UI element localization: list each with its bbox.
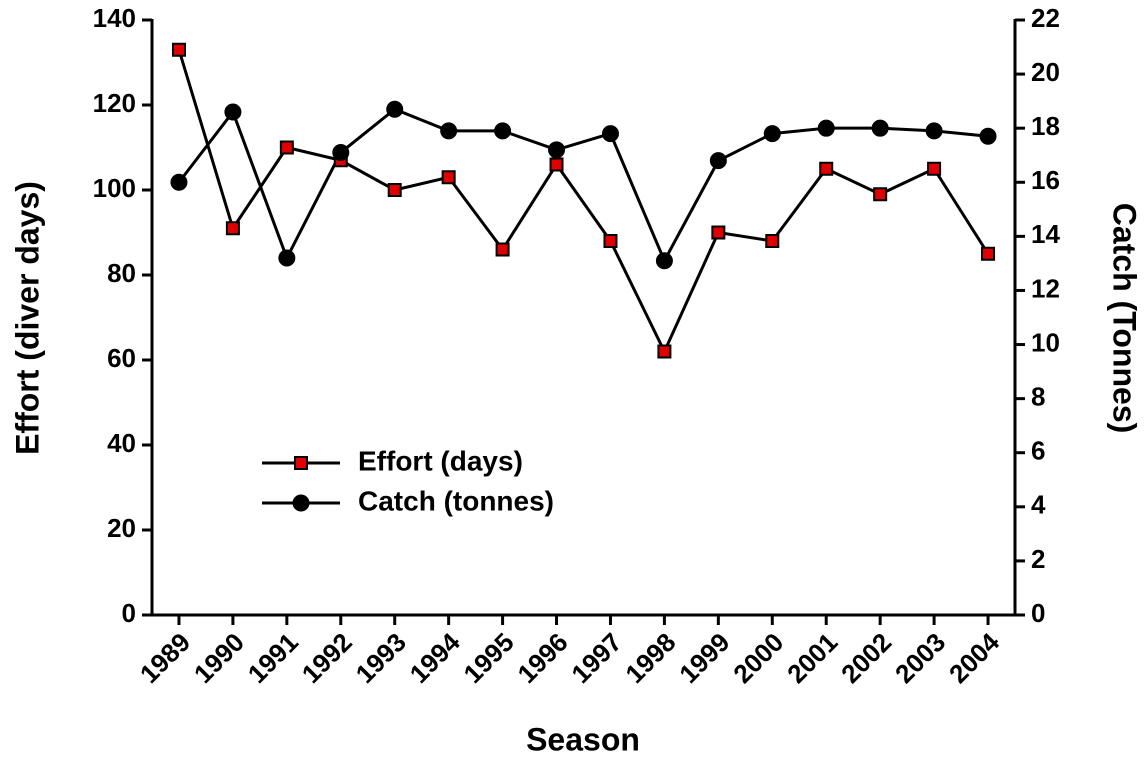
y2-tick-label: 14 <box>1031 219 1060 249</box>
legend-label: Effort (days) <box>358 445 523 476</box>
x-tick-label: 1989 <box>134 627 196 689</box>
y-tick-label: 80 <box>107 258 136 288</box>
x-tick-label: 1991 <box>242 627 304 689</box>
marker <box>441 170 456 185</box>
marker <box>819 161 834 176</box>
marker <box>225 221 240 236</box>
y-tick-label: 60 <box>107 343 136 373</box>
marker <box>925 122 943 140</box>
y-tick-label: 0 <box>122 598 136 628</box>
x-tick-label: 1999 <box>673 627 735 689</box>
marker <box>278 249 296 267</box>
marker <box>292 494 310 512</box>
y2-tick-label: 8 <box>1031 382 1045 412</box>
marker <box>387 183 402 197</box>
x-tick-label: 1997 <box>565 627 627 689</box>
y-tick-label: 40 <box>107 428 136 458</box>
y2-tick-label: 6 <box>1031 436 1045 466</box>
x-tick-label: 1994 <box>404 627 466 689</box>
x-tick-label: 1995 <box>458 627 520 689</box>
y2-axis-title: Catch (Tonnes) <box>1107 203 1143 434</box>
marker <box>494 122 512 140</box>
y2-tick-label: 0 <box>1031 598 1045 628</box>
marker <box>763 125 781 143</box>
y-tick-label: 120 <box>93 88 136 118</box>
y-tick-label: 20 <box>107 513 136 543</box>
x-tick-label: 1990 <box>188 627 250 689</box>
marker <box>440 122 458 140</box>
y-axis-title: Effort (diver days) <box>9 181 45 455</box>
y2-tick-label: 22 <box>1031 3 1060 33</box>
marker <box>332 144 350 162</box>
marker <box>711 225 726 240</box>
marker <box>386 100 404 118</box>
x-tick-label: 2000 <box>727 627 789 689</box>
marker <box>279 140 294 155</box>
series-line <box>177 107 989 265</box>
y2-tick-label: 10 <box>1031 327 1060 357</box>
marker <box>817 119 835 137</box>
marker <box>655 252 673 270</box>
marker <box>871 119 889 137</box>
marker <box>170 173 188 191</box>
marker <box>765 234 780 248</box>
x-axis-title: Season <box>526 721 640 757</box>
y2-tick-label: 12 <box>1031 273 1060 303</box>
y2-tick-label: 4 <box>1031 490 1046 520</box>
marker <box>224 103 242 121</box>
marker <box>495 242 510 257</box>
x-tick-label: 2001 <box>781 627 843 689</box>
x-tick-label: 1998 <box>619 627 681 689</box>
x-tick-label: 1993 <box>350 627 412 689</box>
y2-tick-label: 20 <box>1031 57 1060 87</box>
marker <box>709 152 727 170</box>
marker <box>171 42 186 57</box>
x-tick-label: 2002 <box>835 627 897 689</box>
marker <box>979 127 997 145</box>
marker <box>548 141 566 159</box>
y2-tick-label: 16 <box>1031 165 1060 195</box>
marker <box>603 234 618 248</box>
y2-tick-label: 2 <box>1031 544 1045 574</box>
y2-tick-label: 18 <box>1031 111 1060 141</box>
marker <box>549 157 564 172</box>
x-tick-label: 2004 <box>943 627 1005 689</box>
marker <box>657 344 672 359</box>
x-tick-label: 1996 <box>512 627 574 689</box>
legend-label: Catch (tonnes) <box>358 485 554 516</box>
x-tick-label: 2003 <box>889 627 951 689</box>
marker <box>601 125 619 143</box>
x-tick-label: 1992 <box>296 627 358 689</box>
marker <box>981 246 996 261</box>
marker <box>873 187 888 202</box>
y-tick-label: 100 <box>93 173 136 203</box>
y-tick-label: 140 <box>93 3 136 33</box>
marker <box>927 161 942 176</box>
series-line <box>177 49 990 356</box>
marker <box>294 456 308 470</box>
